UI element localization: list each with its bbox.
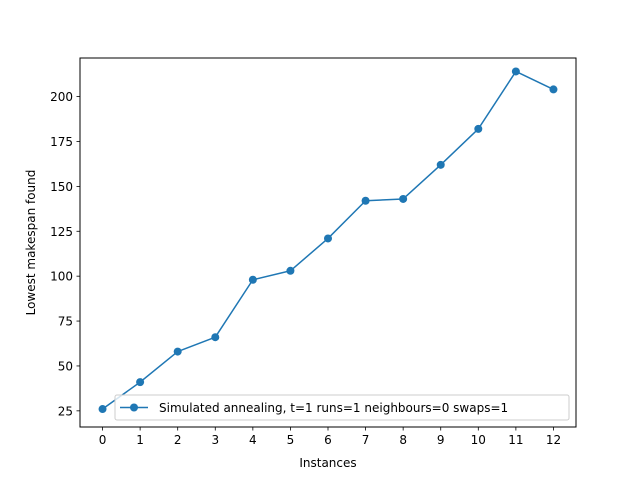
legend-box [114,394,570,421]
x-axis: 0 1 2 3 4 5 6 7 8 9 10 11 12 [99,427,561,447]
x-tick-label: 10 [471,433,486,447]
x-tick-label: 12 [546,433,561,447]
data-point [474,124,483,133]
data-point [399,194,408,203]
data-point [248,275,257,284]
legend: Simulated annealing, t=1 runs=1 neighbou… [114,394,570,421]
legend-marker-sample [130,403,138,412]
data-point [549,85,558,94]
y-tick-label: 50 [58,359,73,373]
data-point [98,405,107,414]
y-tick-label: 150 [50,180,73,194]
data-point [173,347,182,356]
y-tick-label: 175 [50,135,73,149]
y-tick-label: 25 [58,404,73,418]
x-tick-label: 4 [249,433,257,447]
x-tick-label: 8 [399,433,407,447]
y-tick-label: 75 [58,315,73,329]
data-point [324,234,332,243]
data-point [211,333,220,342]
series-layer [98,67,558,414]
y-axis: 25 50 75 100 125 150 175 200 [50,90,80,418]
legend-entry-label: Simulated annealing, t=1 runs=1 neighbou… [159,401,508,415]
x-tick-label: 11 [508,433,523,447]
y-tick-label: 200 [50,90,73,104]
data-point [361,196,370,205]
x-tick-label: 0 [99,433,107,447]
x-tick-label: 3 [211,433,219,447]
data-point [436,160,445,169]
x-tick-label: 2 [174,433,182,447]
x-tick-label: 1 [136,433,144,447]
x-tick-label: 7 [362,433,370,447]
data-point [136,378,145,387]
data-point [286,266,295,275]
y-axis-label: Lowest makespan found [24,170,38,316]
data-point [511,67,520,76]
x-tick-label: 5 [287,433,295,447]
x-axis-label: Instances [299,456,356,470]
x-tick-label: 9 [437,433,445,447]
x-tick-label: 6 [324,433,332,447]
y-tick-label: 100 [50,270,73,284]
y-tick-label: 125 [50,225,73,239]
